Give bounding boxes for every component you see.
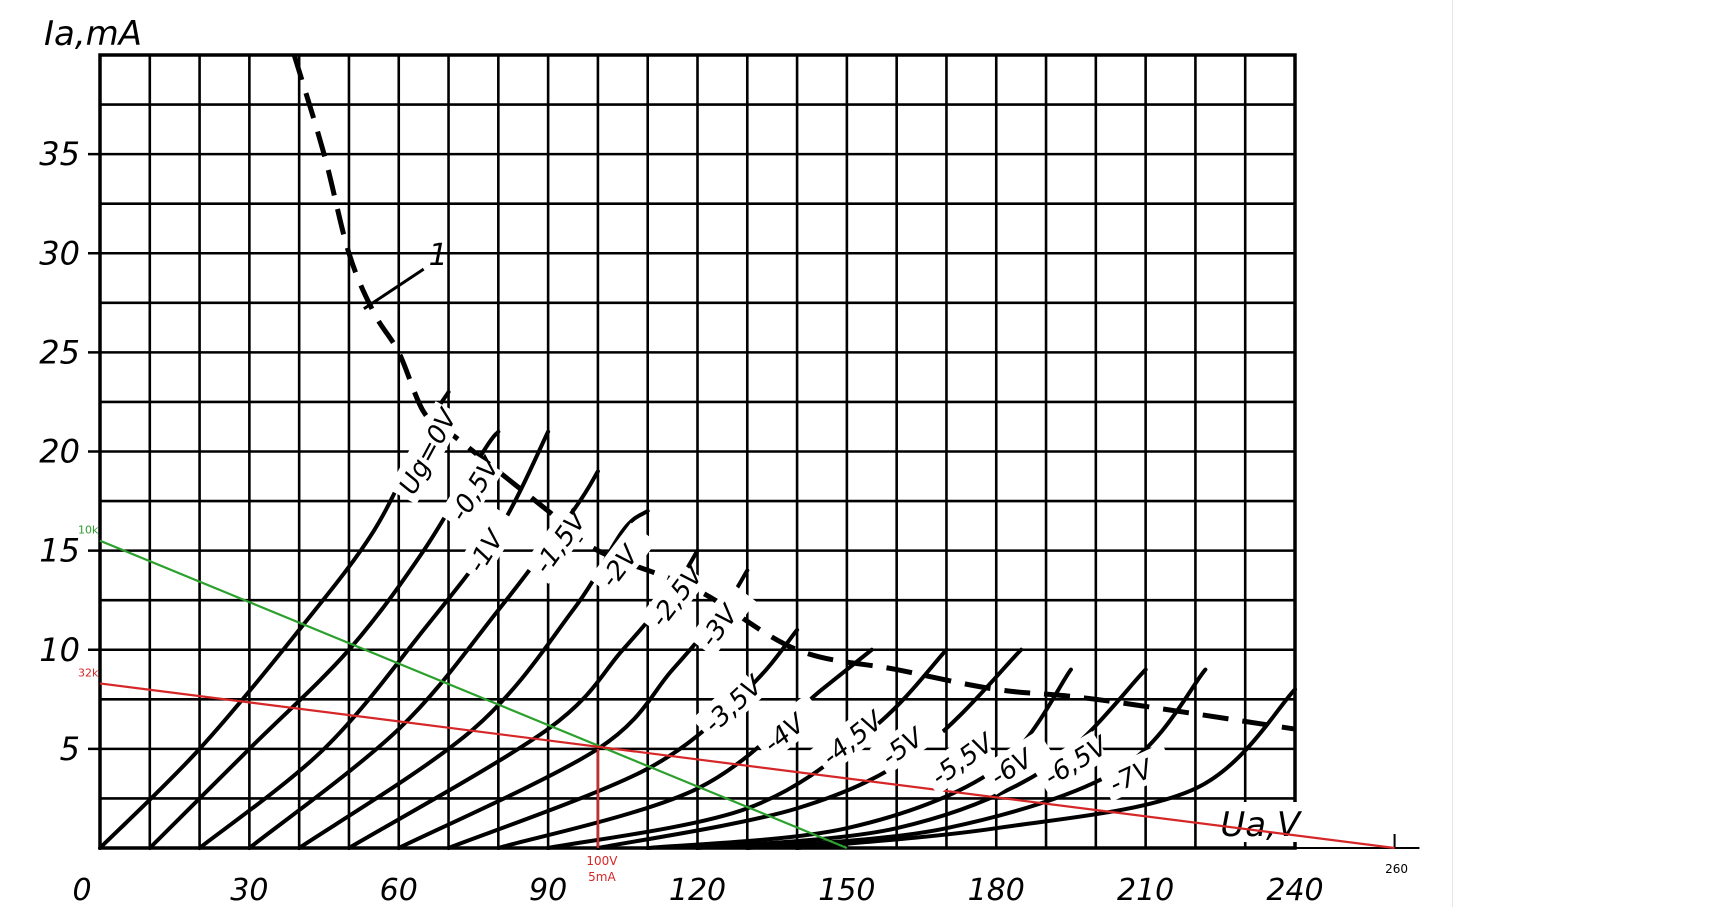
curve-label: -1,5V bbox=[529, 505, 595, 580]
curve-label-bg bbox=[751, 693, 827, 763]
x-axis-label: Ua,V bbox=[1220, 805, 1303, 845]
curve-label-bg bbox=[919, 728, 996, 796]
curve-label-bg bbox=[588, 522, 657, 598]
plate-curve bbox=[297, 508, 650, 850]
curve-label-bg bbox=[638, 562, 707, 638]
y-axis-label: Ia,mA bbox=[44, 14, 142, 54]
x-axis-label-bg bbox=[1215, 802, 1326, 842]
x-tick-label: 120 bbox=[669, 873, 726, 907]
annotation-label: 1 bbox=[429, 238, 448, 273]
plate-curve bbox=[695, 667, 1148, 850]
y-tick-label: 5 bbox=[60, 730, 80, 768]
annotation-leader bbox=[363, 267, 425, 311]
plate-curve bbox=[595, 647, 1024, 850]
x-tick-label: 30 bbox=[230, 873, 268, 907]
load-line bbox=[99, 682, 1395, 850]
x-tick-label-260: 260 bbox=[1385, 862, 1408, 876]
load-lines: 10k 32k 100V 5mA bbox=[78, 524, 1395, 884]
load-line-label: 10k bbox=[78, 524, 99, 537]
plate-curve bbox=[496, 647, 874, 850]
curve-label-bg bbox=[810, 706, 885, 776]
plate-curve bbox=[197, 429, 551, 850]
operating-point-voltage-label: 100V bbox=[586, 854, 618, 868]
x-tick-label: 240 bbox=[1266, 873, 1323, 907]
curve-label-bg bbox=[691, 671, 765, 743]
curve-label-bg bbox=[456, 506, 521, 583]
y-tick-label: 25 bbox=[39, 333, 80, 371]
curve-label-bg bbox=[869, 708, 946, 776]
x-tick-label: 180 bbox=[968, 873, 1025, 907]
curve-label-bg bbox=[388, 401, 464, 505]
curve-label-bg bbox=[1098, 743, 1176, 802]
y-tick-label: 15 bbox=[39, 532, 80, 570]
x-tick-label: 0 bbox=[72, 873, 91, 907]
x-tick-label: 60 bbox=[380, 873, 418, 907]
plate-curve bbox=[795, 687, 1297, 850]
blank-side-panel bbox=[1452, 0, 1728, 907]
plate-curve bbox=[247, 469, 600, 850]
y-tick-label: 20 bbox=[39, 433, 80, 471]
plate-curve bbox=[546, 647, 949, 850]
x-tick-label: 90 bbox=[529, 873, 567, 907]
plate-curve bbox=[645, 667, 1073, 850]
curve-label-bg bbox=[1032, 731, 1109, 795]
plate-curve bbox=[446, 627, 800, 850]
curve-label-bg bbox=[688, 582, 757, 658]
plate-curve bbox=[98, 390, 451, 850]
anode-characteristics-chart: 0 30 60 90 120 150 180 210 240 260 5 10 15 20 25 30 35 Ia… bbox=[39, 14, 1420, 907]
tick-labels: 0 30 60 90 120 150 180 210 240 260 5 10 15 20 25 30 35 Ia… bbox=[39, 14, 1408, 907]
plate-curves bbox=[98, 390, 1297, 850]
load-line bbox=[99, 539, 848, 850]
x-tick-label: 210 bbox=[1117, 873, 1174, 907]
max-dissipation-curve: 1 bbox=[291, 54, 1296, 732]
y-tick-label: 30 bbox=[39, 234, 80, 272]
x-tick-label: 150 bbox=[818, 873, 875, 907]
plate-curve bbox=[745, 667, 1208, 850]
plate-curve bbox=[147, 429, 501, 850]
y-tick-label: 10 bbox=[39, 631, 80, 669]
grid bbox=[98, 53, 1297, 850]
curve-label-bg bbox=[978, 730, 1056, 795]
curve-label-bg bbox=[522, 508, 590, 584]
y-tick-label: 35 bbox=[39, 135, 80, 173]
operating-point-current-label: 5mA bbox=[588, 870, 616, 884]
curve-label-bg bbox=[438, 454, 503, 532]
load-line-label: 32k bbox=[78, 666, 99, 679]
